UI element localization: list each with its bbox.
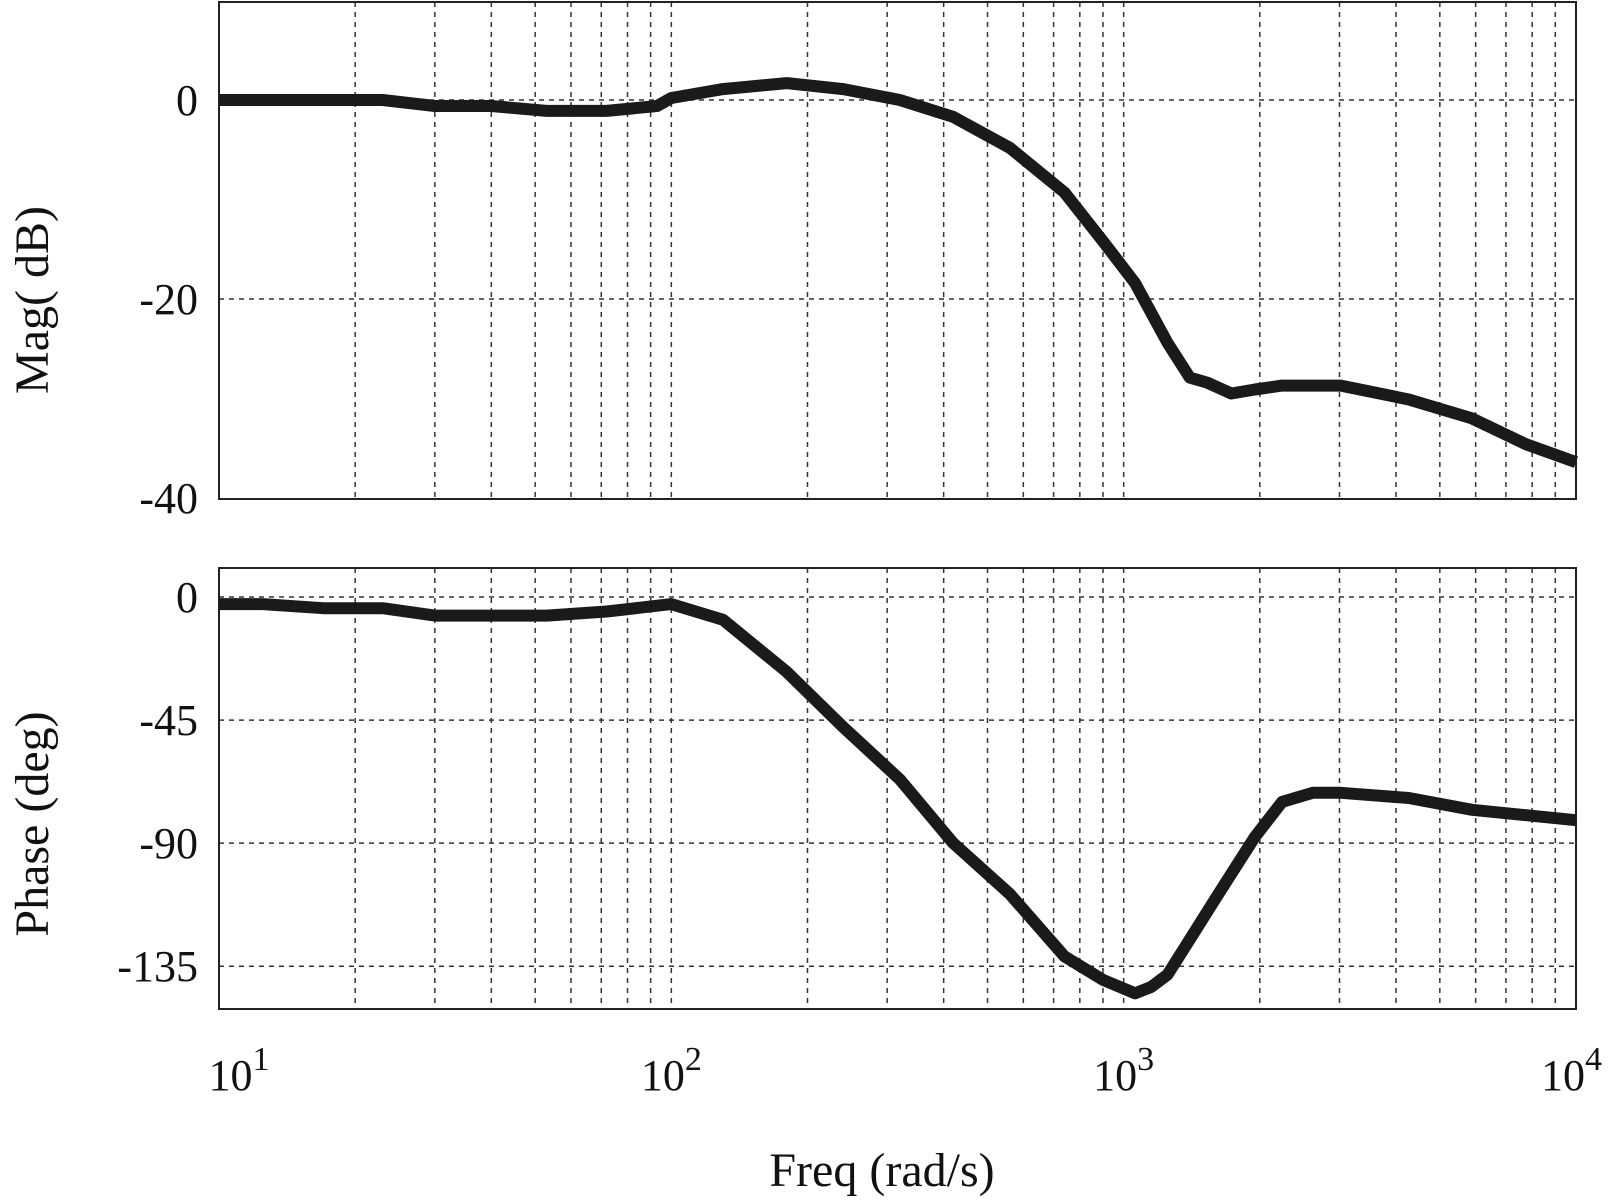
xtick-label-3: 104 xyxy=(1541,1041,1602,1100)
magnitude-ytick-label-1: -20 xyxy=(139,275,198,324)
xtick-label-0: 101 xyxy=(209,1041,270,1100)
phase-axis-label: Phase (deg) xyxy=(6,711,59,936)
magnitude-response-curve-0 xyxy=(219,77,1579,468)
xtick-label-2: 103 xyxy=(1093,1041,1154,1100)
phase-plot-frame xyxy=(218,567,1577,1010)
phase-ytick-label-2: -90 xyxy=(139,819,198,868)
magnitude-axis-label: Mag( dB) xyxy=(6,206,59,394)
xtick-label-1: 102 xyxy=(641,1041,702,1100)
phase-response-curve-0 xyxy=(219,598,1577,1000)
phase-ytick-label-1: -45 xyxy=(139,696,198,745)
magnitude-ytick-label-0: 0 xyxy=(176,76,198,125)
magnitude-plot: 0 -20 -40 xyxy=(139,1,1579,523)
magnitude-plot-frame xyxy=(218,1,1577,500)
phase-ytick-label-0: 0 xyxy=(176,573,198,622)
phase-ytick-label-3: -135 xyxy=(117,942,198,991)
frequency-axis-label: Freq (rad/s) xyxy=(769,1144,994,1197)
magnitude-ytick-label-2: -40 xyxy=(139,474,198,523)
phase-plot: 0 -45 -90 -135 101 102 103 104 xyxy=(117,567,1602,1100)
